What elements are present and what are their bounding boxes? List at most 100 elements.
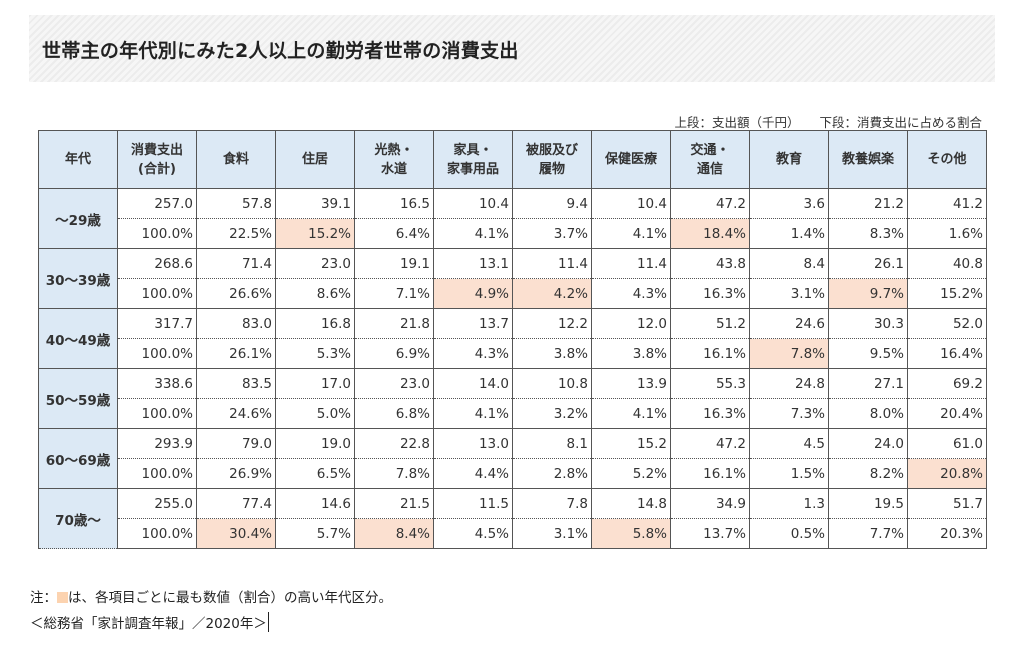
amount-row: 40～49歳 317.7 83.0 16.8 21.8 13.7 12.2 12.0 51.2 2… xyxy=(38,308,987,369)
column-header: 家具・ 家事用品 xyxy=(433,130,513,189)
amount-cell: 12.2 xyxy=(512,308,592,339)
amount-cell: 71.4 xyxy=(196,248,276,279)
share-cell: 6.5% xyxy=(275,458,355,489)
age-group-label: 40～49歳 xyxy=(38,308,118,369)
amount-cell: 12.0 xyxy=(591,308,671,339)
amount-cell: 293.9 xyxy=(117,428,197,459)
share-cell: 5.0% xyxy=(275,398,355,429)
share-cell: 3.8% xyxy=(591,338,671,369)
share-cell: 16.1% xyxy=(670,338,750,369)
share-cell: 8.6% xyxy=(275,278,355,309)
share-cell: 7.8% xyxy=(354,458,434,489)
share-cell: 4.1% xyxy=(433,398,513,429)
amount-cell: 26.1 xyxy=(828,248,908,279)
share-cell: 15.2% xyxy=(907,278,987,309)
column-header-line: 家具・ xyxy=(453,142,493,158)
share-cell: 1.5% xyxy=(749,458,829,489)
share-cell: 6.4% xyxy=(354,218,434,249)
amount-cell: 11.5 xyxy=(433,488,513,519)
amount-cell: 51.7 xyxy=(907,488,987,519)
amount-cell: 57.8 xyxy=(196,188,276,219)
amount-cell: 7.8 xyxy=(512,488,592,519)
share-cell: 100.0% xyxy=(117,338,197,369)
age-group-label: 30～39歳 xyxy=(38,248,118,309)
share-cell: 24.6% xyxy=(196,398,276,429)
amount-cell: 23.0 xyxy=(354,368,434,399)
share-cell: 16.4% xyxy=(907,338,987,369)
amount-cell: 51.2 xyxy=(670,308,750,339)
age-group-label: 50～59歳 xyxy=(38,368,118,429)
share-cell: 16.1% xyxy=(670,458,750,489)
share-row: 100.0% 24.6% 5.0% 6.8% 4.1% 3.2% 4.1% 16.3% 7.3%… xyxy=(39,398,987,429)
amount-row: 70歳～ 255.0 77.4 14.6 21.5 11.5 7.8 14.8 34.9 1.3 1… xyxy=(38,488,987,549)
share-cell: 100.0% xyxy=(117,278,197,309)
amount-cell: 10.8 xyxy=(512,368,592,399)
share-cell: 26.1% xyxy=(196,338,276,369)
share-cell: 4.1% xyxy=(591,218,671,249)
column-header: その他 xyxy=(907,130,987,189)
column-header: 光熱・ 水道 xyxy=(354,130,434,189)
amount-cell: 47.2 xyxy=(670,428,750,459)
column-header: 交通・ 通信 xyxy=(670,130,750,189)
amount-cell: 19.5 xyxy=(828,488,908,519)
amount-cell: 21.2 xyxy=(828,188,908,219)
column-header-line: 食料 xyxy=(222,152,249,167)
amount-cell: 13.1 xyxy=(433,248,513,279)
share-row: 100.0% 26.1% 5.3% 6.9% 4.3% 3.8% 3.8% 16.1% 7.8%… xyxy=(39,338,987,369)
caption-lower: 下段：消費支出に占める割合 xyxy=(819,115,982,130)
share-cell: 4.3% xyxy=(433,338,513,369)
share-cell: 4.5% xyxy=(433,518,513,549)
share-cell: 7.7% xyxy=(828,518,908,549)
amount-cell: 79.0 xyxy=(196,428,276,459)
share-cell: 1.4% xyxy=(749,218,829,249)
column-header: 住居 xyxy=(275,130,355,189)
amount-cell: 17.0 xyxy=(275,368,355,399)
age-group-label: 60～69歳 xyxy=(38,428,118,489)
amount-cell: 10.4 xyxy=(433,188,513,219)
column-header-line: 教養娯楽 xyxy=(841,152,894,167)
amount-cell: 1.3 xyxy=(749,488,829,519)
share-cell: 26.9% xyxy=(196,458,276,489)
share-cell: 7.3% xyxy=(749,398,829,429)
amount-cell: 77.4 xyxy=(196,488,276,519)
share-cell: 8.0% xyxy=(828,398,908,429)
header-row: 年代 消費支出 (合計) 食料 住居 光熱・ 水道 家具・ 家事用品 被服及び 履物 保健医療 交通・通… xyxy=(38,130,987,189)
amount-cell: 34.9 xyxy=(670,488,750,519)
amount-cell: 24.8 xyxy=(749,368,829,399)
share-cell: 20.8% xyxy=(907,458,987,489)
column-header: 保健医療 xyxy=(591,130,671,189)
spending-table: 年代 消費支出 (合計) 食料 住居 光熱・ 水道 家具・ 家事用品 被服及び 履物 保健医療 交通・通… xyxy=(38,130,987,549)
amount-cell: 268.6 xyxy=(117,248,197,279)
share-cell: 0.5% xyxy=(749,518,829,549)
share-cell: 8.2% xyxy=(828,458,908,489)
page-title: 世帯主の年代別にみた2人以上の勤労者世帯の消費支出 xyxy=(42,40,519,62)
share-cell: 22.5% xyxy=(196,218,276,249)
share-cell: 8.3% xyxy=(828,218,908,249)
amount-cell: 317.7 xyxy=(117,308,197,339)
share-cell: 3.1% xyxy=(749,278,829,309)
share-cell: 18.4% xyxy=(670,218,750,249)
amount-cell: 14.0 xyxy=(433,368,513,399)
share-cell: 20.3% xyxy=(907,518,987,549)
share-cell: 3.1% xyxy=(512,518,592,549)
amount-cell: 61.0 xyxy=(907,428,987,459)
amount-cell: 255.0 xyxy=(117,488,197,519)
share-cell: 5.3% xyxy=(275,338,355,369)
share-cell: 100.0% xyxy=(117,398,197,429)
share-cell: 5.7% xyxy=(275,518,355,549)
amount-cell: 257.0 xyxy=(117,188,197,219)
column-header: 年代 xyxy=(38,130,118,189)
share-cell: 9.7% xyxy=(828,278,908,309)
column-header-line: 住居 xyxy=(301,152,328,167)
note-prefix: 注： xyxy=(30,590,57,606)
amount-cell: 13.0 xyxy=(433,428,513,459)
column-header-line: 年代 xyxy=(64,152,91,167)
amount-cell: 83.5 xyxy=(196,368,276,399)
amount-cell: 14.6 xyxy=(275,488,355,519)
amount-row: 60～69歳 293.9 79.0 19.0 22.8 13.0 8.1 15.2 47.2 4.… xyxy=(38,428,987,489)
share-cell: 20.4% xyxy=(907,398,987,429)
amount-cell: 52.0 xyxy=(907,308,987,339)
share-cell: 2.8% xyxy=(512,458,592,489)
share-cell: 3.8% xyxy=(512,338,592,369)
amount-cell: 43.8 xyxy=(670,248,750,279)
